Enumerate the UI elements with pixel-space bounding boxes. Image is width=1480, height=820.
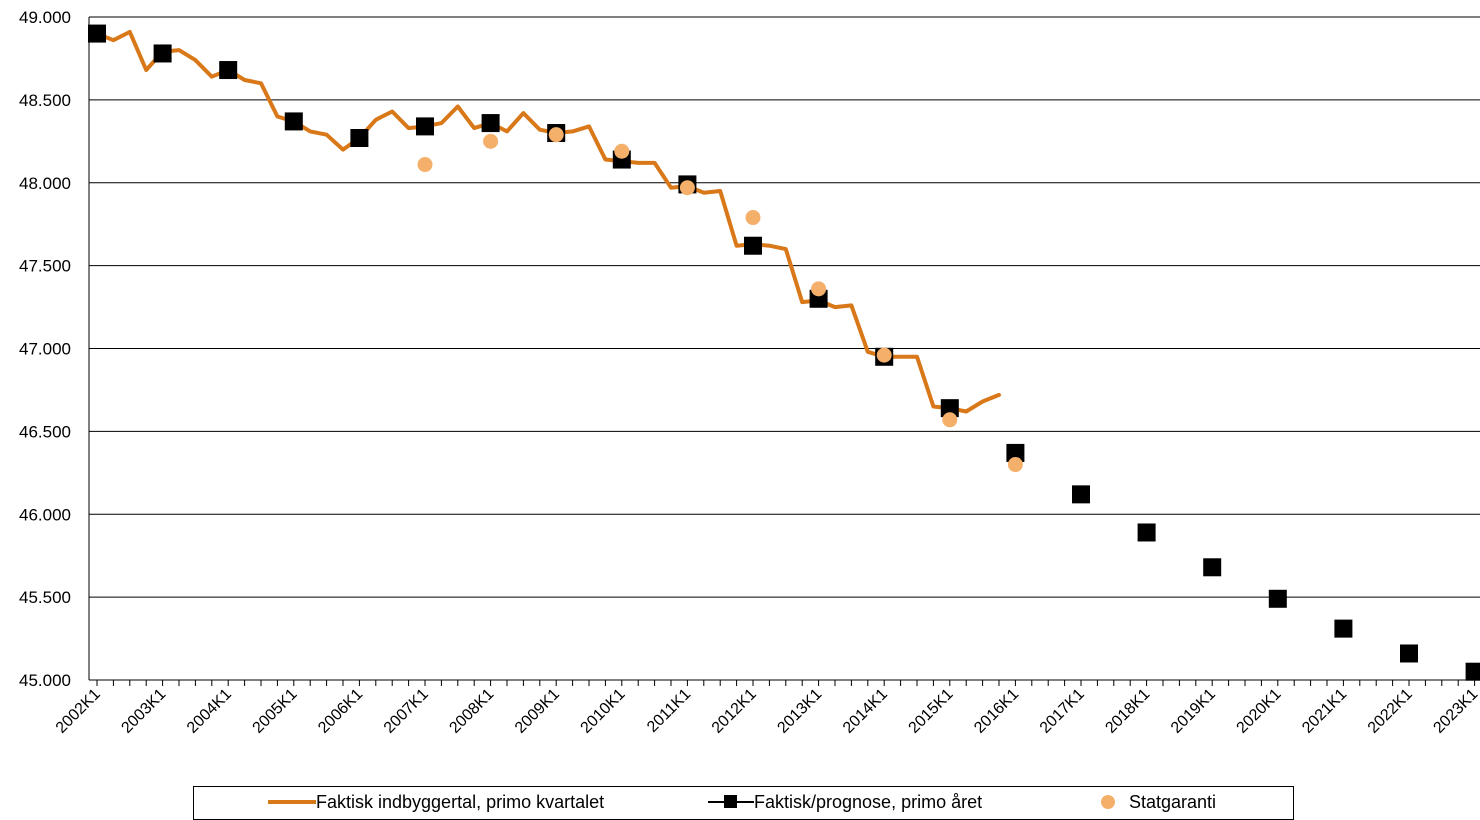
chart-legend: Faktisk indbyggertal, primo kvartalet Fa… [193, 786, 1294, 820]
y-tick-label: 48.000 [19, 174, 71, 193]
forecast-point [1072, 485, 1090, 504]
forecast-point [88, 24, 106, 43]
legend-item-statgaranti: Statgaranti [1097, 791, 1216, 813]
x-tick-label: 2006K1 [315, 686, 366, 737]
forecast-point [940, 399, 959, 418]
y-tick-labels: 45.000 45.500 46.000 46.500 47.000 47.500 48.0… [19, 8, 71, 690]
y-tick-label: 47.000 [19, 340, 71, 359]
y-tick-label: 47.500 [19, 257, 71, 276]
legend-label-actual: Faktisk indbyggertal, primo kvartalet [316, 791, 605, 812]
x-tick-label: 2004K1 [184, 686, 235, 737]
y-tick-label: 45.500 [19, 588, 71, 607]
forecast-point [219, 61, 238, 80]
forecast-point [1334, 619, 1353, 638]
forecast-point [1006, 443, 1025, 462]
y-tick-label: 46.000 [19, 505, 71, 524]
y-tick-label: 48.500 [19, 91, 71, 110]
forecast-point [481, 114, 500, 133]
x-tick-label: 2011K1 [644, 686, 694, 736]
x-tick-label: 2023K1 [1430, 686, 1480, 737]
x-tick-label: 2005K1 [250, 686, 301, 737]
x-tick-label: 2021K1 [1299, 686, 1350, 737]
legend-label-forecast: Faktisk/prognose, primo året [754, 791, 983, 812]
forecast-point [416, 117, 434, 136]
y-tick-label: 49.000 [19, 8, 71, 27]
legend-line-symbol [268, 791, 316, 813]
legend-label-statgaranti: Statgaranti [1129, 791, 1217, 812]
x-tick-label: 2015K1 [906, 686, 957, 737]
statgaranti-point [942, 412, 958, 428]
forecast-point [744, 236, 762, 255]
y-tick-label: 46.500 [19, 422, 71, 441]
x-tick-label: 2009K1 [512, 686, 563, 737]
x-tick-label: 2019K1 [1168, 686, 1219, 737]
statgaranti-point [811, 281, 827, 297]
forecast-series [88, 24, 1480, 681]
x-tick-label: 2018K1 [1102, 686, 1153, 737]
forecast-point [1268, 589, 1287, 608]
forecast-point [1137, 523, 1156, 542]
series-line-actual [95, 29, 1001, 414]
forecast-point [1203, 558, 1222, 577]
forecast-point [284, 112, 303, 131]
forecast-point [1400, 644, 1418, 663]
legend-item-forecast: Faktisk/prognose, primo året [708, 791, 982, 813]
x-tick-label: 2022K1 [1365, 686, 1416, 737]
legend-square-symbol [708, 791, 754, 813]
forecast-point [1465, 662, 1480, 681]
statgaranti-point [745, 210, 761, 226]
x-tick-label: 2020K1 [1234, 686, 1285, 737]
x-tick-label: 2008K1 [446, 686, 497, 737]
x-tick-label: 2017K1 [1037, 686, 1088, 737]
statgaranti-point [417, 157, 433, 173]
forecast-point [350, 128, 369, 147]
statgaranti-series [417, 127, 1023, 473]
x-tick-label: 2007K1 [381, 686, 432, 737]
x-tick-label: 2012K1 [709, 686, 760, 737]
x-tick-label: 2003K1 [118, 686, 169, 737]
x-tick-label: 2014K1 [840, 686, 891, 737]
statgaranti-point [548, 127, 564, 143]
legend-dot-symbol [1097, 791, 1129, 813]
x-tick-label: 2010K1 [578, 686, 629, 737]
axes [88, 17, 1480, 686]
legend-item-actual: Faktisk indbyggertal, primo kvartalet [268, 791, 604, 813]
statgaranti-point [483, 133, 499, 149]
statgaranti-point [1007, 457, 1023, 473]
statgaranti-point [876, 347, 892, 363]
x-tick-label: 2002K1 [53, 686, 104, 737]
gridlines [89, 16, 1480, 598]
x-tick-label: 2016K1 [971, 686, 1022, 737]
actual-line-series [95, 29, 1001, 414]
forecast-point [153, 44, 172, 63]
statgaranti-point [614, 143, 630, 159]
y-tick-label: 45.000 [19, 671, 71, 690]
statgaranti-point [679, 180, 695, 196]
x-tick-labels: 2002K1 2003K1 2004K1 2005K1 2006K1 2007K1 2008… [53, 686, 1480, 737]
x-tick-label: 2013K1 [774, 686, 825, 737]
